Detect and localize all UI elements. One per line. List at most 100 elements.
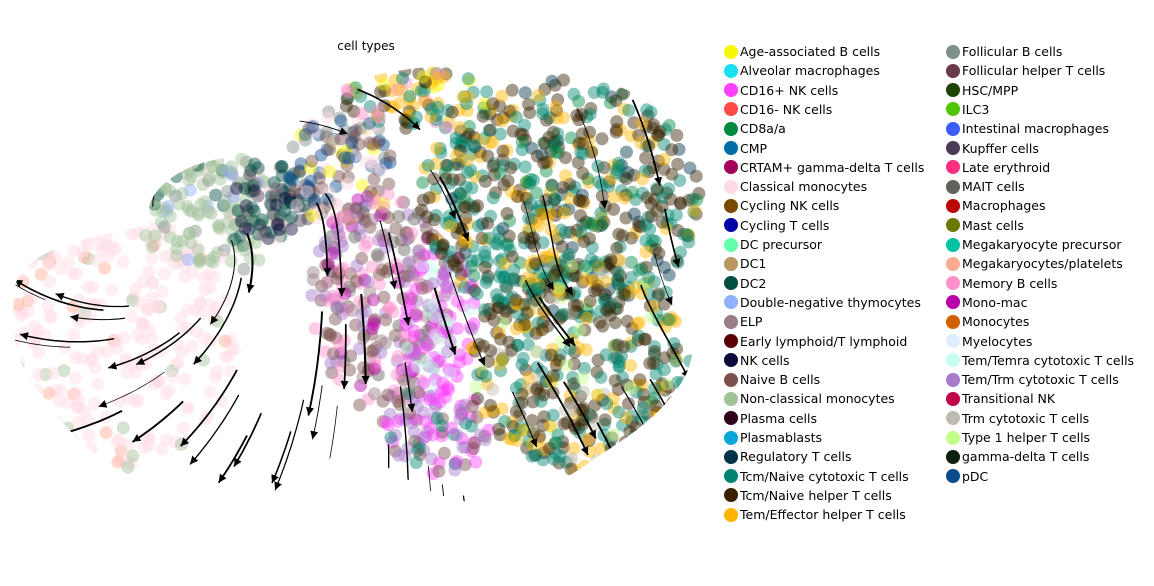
cell-point (300, 185, 314, 198)
cell-point (384, 431, 398, 445)
cell-point (579, 343, 593, 357)
cell-point (467, 202, 481, 216)
cell-point (329, 354, 343, 368)
cell-point (215, 163, 229, 177)
cell-point (192, 208, 206, 222)
cell-point (610, 166, 624, 180)
cell-point (500, 238, 513, 252)
cell-point (504, 292, 518, 306)
cell-point (577, 361, 591, 375)
cell-point (198, 195, 212, 209)
cell-point (255, 174, 269, 187)
cell-point (70, 453, 84, 466)
cell-point (467, 269, 481, 283)
streamline (430, 169, 456, 220)
cell-point (366, 155, 380, 169)
legend-label: Tem/Trm cytotoxic T cells (962, 372, 1119, 388)
cell-point (458, 246, 472, 260)
cell-point (471, 392, 484, 406)
cell-point (636, 277, 650, 291)
cell-point (646, 234, 660, 247)
cell-point (109, 242, 122, 256)
cell-point (229, 218, 243, 232)
cell-point (600, 304, 614, 318)
cell-point (624, 271, 638, 284)
cell-point (493, 127, 507, 141)
cell-point (448, 463, 462, 477)
cell-point (551, 232, 565, 246)
cell-point (42, 256, 56, 270)
cell-point (402, 290, 416, 304)
cell-point (419, 415, 433, 429)
cell-point (455, 238, 469, 252)
cell-point (335, 147, 349, 161)
cell-point (385, 389, 399, 403)
streamline-arrow (180, 437, 190, 447)
cell-point (610, 241, 624, 255)
cell-point (194, 197, 208, 211)
cell-point (484, 398, 497, 412)
cell-point (513, 408, 527, 422)
cell-point (418, 215, 431, 229)
cell-point (285, 222, 298, 236)
cell-point (665, 167, 679, 181)
cell-point (206, 160, 220, 174)
cell-point (436, 238, 450, 252)
cell-point (397, 195, 411, 209)
legend-marker-transitional-nk (946, 391, 960, 406)
cell-point (196, 178, 210, 192)
streamline-arrow (546, 281, 554, 291)
cell-point (429, 318, 443, 332)
cell-point (640, 103, 654, 117)
cell-point (587, 86, 601, 99)
streamline (324, 193, 343, 297)
cell-point (100, 345, 113, 358)
cell-point (567, 298, 581, 312)
cell-point (569, 305, 583, 319)
cell-point (160, 433, 174, 447)
cell-point (131, 328, 145, 342)
cell-point (71, 401, 85, 415)
cell-point (509, 274, 522, 288)
cell-point (610, 115, 624, 129)
cell-point (255, 213, 269, 227)
cell-point (573, 194, 587, 208)
cell-point (334, 132, 348, 146)
cell-point (478, 97, 492, 111)
cell-point (555, 308, 569, 322)
cell-point (147, 241, 160, 254)
cell-point (391, 83, 405, 97)
cell-point (656, 190, 669, 204)
cell-point (264, 189, 278, 203)
cell-point (345, 219, 359, 233)
streamline (13, 467, 32, 479)
cell-point (503, 104, 517, 118)
cell-point (429, 328, 443, 342)
cell-point (526, 395, 540, 409)
cell-point (547, 291, 561, 305)
streamline (438, 176, 470, 242)
cell-point (272, 223, 286, 237)
cell-point (445, 105, 459, 119)
cell-point (367, 315, 381, 328)
cell-point (401, 208, 415, 222)
cell-point (605, 298, 619, 312)
cell-point (261, 232, 275, 245)
cell-point (506, 419, 520, 433)
streamline-arrow (99, 81, 107, 91)
cell-point (349, 274, 363, 288)
cell-point (283, 188, 297, 202)
cell-point (547, 136, 561, 149)
cell-point (41, 258, 55, 272)
cell-point (398, 275, 412, 288)
cell-point (536, 418, 550, 432)
legend-item-tem-temra-cytotoxic-t-cells: Tem/Temra cytotoxic T cells (946, 351, 1134, 370)
cell-point (246, 217, 260, 231)
cell-point (333, 111, 347, 125)
cell-point (644, 209, 658, 223)
cell-point (398, 113, 412, 127)
cell-point (141, 303, 154, 317)
cell-point (101, 250, 115, 263)
cell-point (456, 200, 470, 214)
cell-point (486, 405, 500, 419)
